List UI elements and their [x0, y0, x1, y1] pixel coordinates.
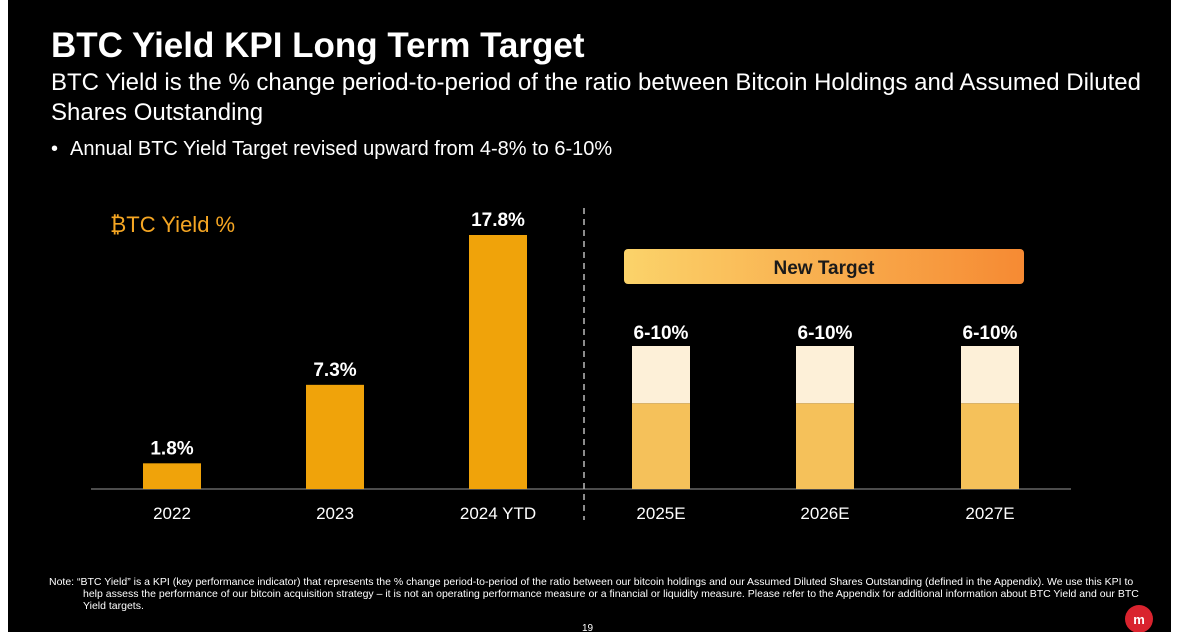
- target-bar-range-2027e: [961, 346, 1019, 404]
- footnote: Note: “BTC Yield” is a KPI (key performa…: [49, 576, 1139, 612]
- bullet-dot-icon: •: [51, 138, 59, 160]
- target-bar-low-2026e: [796, 403, 854, 489]
- x-tick-label-2024-ytd: 2024 YTD: [460, 504, 536, 523]
- bar-2023: [306, 384, 364, 489]
- slide-title: BTC Yield KPI Long Term Target: [51, 26, 585, 65]
- data-label-2027e: 6-10%: [963, 323, 1018, 344]
- data-label-2025e: 6-10%: [634, 323, 689, 344]
- data-label-2026e: 6-10%: [798, 323, 853, 344]
- target-bar-low-2025e: [632, 403, 690, 489]
- slide-subtitle: BTC Yield is the % change period-to-peri…: [51, 69, 1141, 126]
- bar-2024-ytd: [469, 235, 527, 489]
- x-tick-label-2023: 2023: [316, 504, 354, 523]
- x-tick-label-2025e: 2025E: [636, 504, 685, 523]
- page-number: 19: [582, 623, 594, 632]
- data-label-2022: 1.8%: [150, 438, 193, 459]
- slide: BTC Yield KPI Long Term Target BTC Yield…: [8, 0, 1171, 632]
- new-target-label: New Target: [773, 258, 875, 279]
- btc-yield-chart: ₿TC Yield % 1.8% 7.3% 17.8% 6-10% 6-10% 6-10% 2…: [91, 208, 1071, 523]
- chart-title: ₿TC Yield %: [110, 212, 235, 237]
- target-bar-low-2027e: [961, 403, 1019, 489]
- bullet-point: • Annual BTC Yield Target revised upward …: [51, 138, 612, 161]
- x-tick-label-2026e: 2026E: [800, 504, 849, 523]
- bullet-text: Annual BTC Yield Target revised upward f…: [70, 138, 613, 160]
- target-bar-range-2025e: [632, 346, 690, 404]
- x-tick-label-2022: 2022: [153, 504, 191, 523]
- bar-2022: [143, 463, 201, 489]
- data-label-2023: 7.3%: [313, 360, 356, 381]
- new-target-banner: [624, 249, 1024, 284]
- data-label-2024-ytd: 17.8%: [471, 210, 525, 231]
- x-tick-label-2027e: 2027E: [965, 504, 1014, 523]
- company-logo: m: [1125, 605, 1153, 632]
- target-bar-range-2026e: [796, 346, 854, 404]
